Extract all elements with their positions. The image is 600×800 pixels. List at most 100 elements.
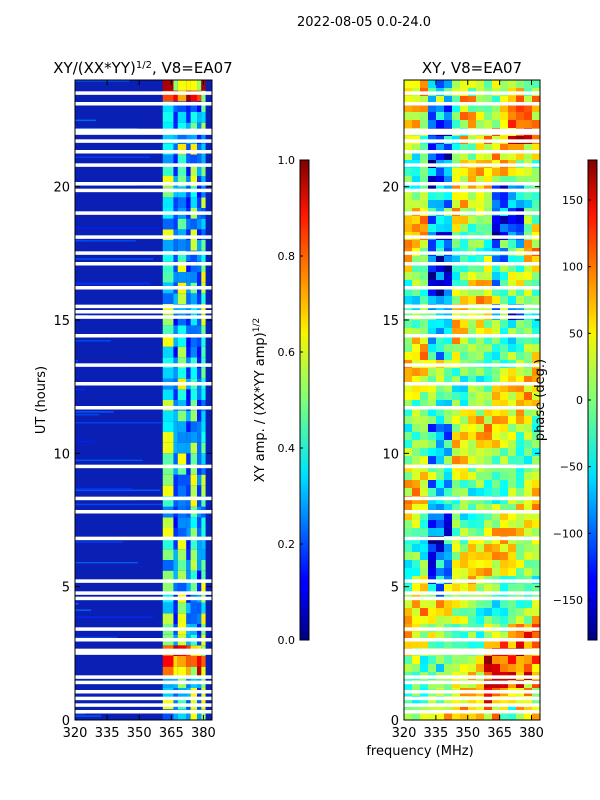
heatmap-cell <box>197 112 202 123</box>
heatmap-cell <box>492 384 501 393</box>
heatmap-cell <box>404 392 413 401</box>
heatmap-cell <box>173 122 178 134</box>
heatmap-cell <box>201 432 206 443</box>
heatmap-cell <box>177 453 187 464</box>
heatmap-cell <box>516 152 525 161</box>
heatmap-cell <box>516 560 525 569</box>
heatmap-cell <box>428 392 437 401</box>
heatmap-cell <box>468 664 477 673</box>
heatmap-cell <box>190 165 198 176</box>
heatmap-cell <box>190 581 198 592</box>
heatmap-cell <box>484 392 493 401</box>
heatmap-cell <box>75 127 138 130</box>
heatmap-cell <box>492 80 501 89</box>
heatmap-cell <box>532 376 541 385</box>
heatmap-cell <box>516 328 525 337</box>
heatmap-cell <box>524 552 533 561</box>
heatmap-cell <box>508 112 517 121</box>
heatmap-cell <box>428 464 437 473</box>
heatmap-cell <box>500 568 509 577</box>
heatmap-cell <box>190 400 198 411</box>
missing-data-row <box>75 131 212 135</box>
heatmap-cell <box>444 224 453 233</box>
heatmap-cell <box>428 704 437 713</box>
heatmap-cell <box>484 432 493 441</box>
heatmap-cell <box>404 320 413 329</box>
heatmap-cell <box>468 400 477 409</box>
heatmap-cell <box>508 464 517 473</box>
heatmap-cell <box>500 488 509 497</box>
heatmap-cell <box>516 656 525 665</box>
heatmap-cell <box>412 368 421 377</box>
missing-data-row <box>75 102 212 106</box>
heatmap-cell <box>492 176 501 185</box>
heatmap-cell <box>532 392 541 401</box>
heatmap-cell <box>420 120 429 129</box>
heatmap-cell <box>177 549 187 560</box>
heatmap-cell <box>532 424 541 433</box>
heatmap-cell <box>460 120 469 129</box>
heatmap-cell <box>428 192 437 201</box>
heatmap-cell <box>500 192 509 201</box>
heatmap-cell <box>500 272 509 281</box>
heatmap-cell <box>452 392 461 401</box>
heatmap-cell <box>508 536 517 545</box>
heatmap-cell <box>177 709 187 720</box>
heatmap-cell <box>452 504 461 513</box>
heatmap-cell <box>444 256 453 265</box>
heatmap-cell <box>508 288 517 297</box>
heatmap-cell <box>404 424 413 433</box>
heatmap-cell <box>404 664 413 673</box>
heatmap-cell <box>436 176 445 185</box>
heatmap-cell <box>444 176 453 185</box>
heatmap-cell <box>412 560 421 569</box>
heatmap-cell <box>201 133 206 144</box>
heatmap-cell <box>444 392 453 401</box>
heatmap-cell <box>524 352 533 361</box>
heatmap-cell <box>186 549 191 560</box>
heatmap-cell <box>492 440 501 449</box>
missing-data-row <box>75 579 212 583</box>
heatmap-cell <box>476 200 485 209</box>
heatmap-cell <box>492 528 501 537</box>
heatmap-cell <box>500 176 509 185</box>
heatmap-cell <box>484 560 493 569</box>
x-tick-label: 365 <box>487 726 512 741</box>
heatmap-cell <box>476 464 485 473</box>
heatmap-cell <box>404 496 413 505</box>
heatmap-cell <box>516 264 525 273</box>
heatmap-cell <box>436 600 445 609</box>
heatmap-cell <box>420 456 429 465</box>
heatmap-cell <box>404 240 413 249</box>
heatmap-cell <box>508 616 517 625</box>
heatmap-cell <box>404 432 413 441</box>
y-tick-label: 5 <box>391 581 399 596</box>
missing-data-row <box>404 304 540 309</box>
heatmap-cell <box>492 504 501 513</box>
heatmap-cell <box>173 325 178 336</box>
heatmap-cell <box>420 592 429 601</box>
heatmap-cell <box>173 346 178 358</box>
missing-data-row <box>404 382 540 386</box>
heatmap-cell <box>428 144 437 153</box>
heatmap-cell <box>524 424 533 433</box>
heatmap-cell <box>452 520 461 529</box>
heatmap-cell <box>532 320 541 329</box>
heatmap-cell <box>500 528 509 537</box>
heatmap-cell <box>468 392 477 401</box>
heatmap-cell <box>500 520 509 529</box>
heatmap-cell <box>484 368 493 377</box>
heatmap-cell <box>177 357 187 368</box>
heatmap-cell <box>412 104 421 113</box>
heatmap-cell <box>500 224 509 233</box>
heatmap-cell <box>508 632 517 641</box>
heatmap-cell <box>190 368 198 379</box>
heatmap-cell <box>162 304 174 315</box>
heatmap-cell <box>508 568 517 577</box>
heatmap-cell <box>460 480 469 489</box>
heatmap-cell <box>420 432 429 441</box>
heatmap-cell <box>201 549 206 560</box>
heatmap-cell <box>444 704 453 713</box>
heatmap-cell <box>452 264 461 273</box>
heatmap-cell <box>468 280 477 289</box>
